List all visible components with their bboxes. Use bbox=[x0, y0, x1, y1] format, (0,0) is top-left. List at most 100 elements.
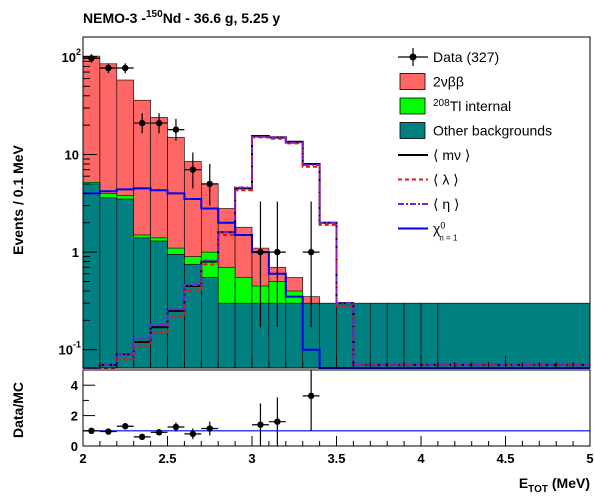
x-tick-label: 4.5 bbox=[496, 451, 514, 466]
data-marker bbox=[206, 180, 213, 188]
legend-entry: ⟨ mν ⟩ bbox=[398, 147, 470, 163]
legend-label: Data (327) bbox=[433, 49, 499, 65]
x-tick-label: 3.5 bbox=[327, 451, 345, 466]
data-point bbox=[167, 118, 185, 141]
x-tick-label: 3 bbox=[248, 451, 255, 466]
histogram-bar bbox=[133, 237, 151, 369]
stacked-background-layer bbox=[82, 55, 591, 369]
y-tick-label: 10-1 bbox=[59, 340, 81, 358]
ratio-marker bbox=[274, 418, 281, 425]
data-marker bbox=[274, 248, 281, 256]
histogram-bar bbox=[234, 302, 253, 369]
ratio-point bbox=[302, 370, 320, 431]
data-point bbox=[252, 201, 269, 328]
main-axes: 10-1 1 10 102 bbox=[59, 47, 591, 368]
series-other-backgrounds bbox=[82, 183, 591, 369]
legend-marker bbox=[409, 53, 417, 61]
data-point bbox=[302, 201, 320, 328]
histogram-bar bbox=[353, 302, 371, 369]
histogram-bar bbox=[217, 302, 236, 369]
x-axis-label: ETOT (MeV) bbox=[519, 475, 590, 495]
histogram-bar bbox=[150, 240, 168, 369]
legend-label: 208Tl internal bbox=[433, 98, 511, 114]
ratio-y-tick-label: 4 bbox=[71, 378, 79, 393]
data-marker bbox=[257, 248, 264, 256]
ratio-y-axis-label: Data/MC bbox=[10, 382, 26, 438]
signal-curve bbox=[83, 135, 590, 369]
y-tick-label: 10 bbox=[65, 148, 79, 163]
histogram-bar bbox=[319, 302, 337, 369]
legend-entry: Other backgrounds bbox=[399, 122, 552, 139]
ratio-marker bbox=[138, 433, 146, 441]
legend-label: ⟨ mν ⟩ bbox=[433, 147, 470, 163]
ratio-point bbox=[99, 428, 117, 435]
x-tick-label: 4 bbox=[417, 451, 425, 466]
y-tick-label: 102 bbox=[62, 47, 81, 65]
histogram-bar bbox=[184, 264, 202, 369]
histogram-bar bbox=[420, 302, 439, 369]
legend-label: Other backgrounds bbox=[433, 123, 552, 139]
legend-label: ⟨ λ ⟩ bbox=[433, 172, 459, 188]
ratio-marker bbox=[206, 425, 213, 432]
data-marker bbox=[189, 166, 197, 173]
data-point bbox=[99, 63, 117, 74]
data-marker bbox=[122, 64, 129, 72]
data-point bbox=[184, 152, 202, 189]
legend-label: χ0 n = 1 bbox=[433, 221, 458, 243]
data-marker bbox=[172, 126, 180, 133]
ratio-point bbox=[167, 422, 185, 432]
histogram-bar bbox=[99, 197, 118, 369]
data-marker bbox=[88, 55, 95, 62]
legend-label: 2νββ bbox=[433, 74, 464, 90]
histogram-bar bbox=[369, 302, 388, 369]
ratio-point bbox=[184, 428, 202, 440]
legend-entry: ⟨ η ⟩ bbox=[398, 196, 460, 212]
ratio-point bbox=[116, 423, 134, 430]
x-tick-label: 5 bbox=[586, 451, 593, 466]
legend-entry: 208Tl internal bbox=[399, 97, 511, 115]
ratio-marker bbox=[172, 423, 180, 431]
legend-entry: Data (327) bbox=[398, 48, 499, 66]
ratio-y-tick-label: 0 bbox=[71, 439, 78, 454]
ratio-point bbox=[201, 421, 219, 436]
data-marker bbox=[138, 119, 146, 127]
x-tick-label: 2.5 bbox=[158, 451, 176, 466]
ratio-marker bbox=[122, 423, 129, 430]
ratio-point bbox=[252, 403, 269, 446]
data-point bbox=[268, 201, 286, 328]
y-tick-label: 1 bbox=[72, 245, 79, 260]
histogram-bar bbox=[386, 302, 405, 369]
data-point bbox=[133, 113, 151, 134]
histogram-bar bbox=[336, 302, 354, 369]
ratio-marker bbox=[88, 427, 95, 434]
histogram-bar bbox=[437, 302, 591, 369]
legend-swatch bbox=[399, 122, 426, 139]
x-tick-label: 2 bbox=[79, 451, 86, 466]
ratio-marker bbox=[105, 428, 112, 435]
histogram-bar bbox=[285, 302, 303, 369]
histogram-bar bbox=[116, 198, 135, 369]
ratio-point bbox=[133, 433, 151, 441]
legend: Data (327) 2νββ 208Tl internal Other backgr… bbox=[398, 48, 552, 243]
legend-entry: 2νββ bbox=[399, 73, 464, 90]
chart-title: NEMO-3 -150Nd - 36.6 g, 5.25 y bbox=[83, 9, 280, 26]
y-axis-label: Events / 0.1 MeV bbox=[10, 144, 26, 254]
histogram-bar bbox=[403, 302, 422, 369]
legend-entry: ⟨ λ ⟩ bbox=[398, 172, 459, 188]
ratio-point bbox=[268, 397, 286, 446]
main-histogram-plot: 10-1 1 10 102 bbox=[59, 36, 591, 369]
ratio-y-tick-label: 2 bbox=[71, 409, 78, 424]
ratio-point bbox=[150, 429, 168, 436]
data-marker bbox=[307, 248, 315, 256]
legend-entry: χ0 n = 1 bbox=[398, 221, 458, 243]
data-marker bbox=[105, 64, 112, 72]
data-point bbox=[116, 63, 134, 74]
data-marker bbox=[155, 119, 163, 127]
legend-swatch bbox=[399, 73, 426, 90]
ratio-points-layer bbox=[83, 370, 320, 446]
ratio-marker bbox=[257, 421, 264, 428]
ratio-marker bbox=[189, 430, 197, 438]
